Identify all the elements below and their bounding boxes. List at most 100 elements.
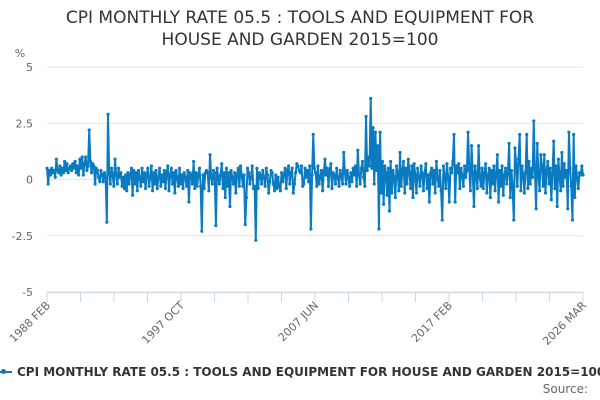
data-point[interactable] [393,195,397,200]
data-point[interactable] [227,171,231,175]
data-point[interactable] [529,166,533,170]
data-point[interactable] [181,186,185,191]
data-point[interactable] [89,171,94,175]
data-point[interactable] [126,171,130,175]
data-point[interactable] [213,171,217,175]
data-point[interactable] [335,166,339,170]
data-point[interactable] [352,173,356,177]
data-point[interactable] [195,184,199,188]
data-point[interactable] [270,171,274,175]
data-point[interactable] [166,164,170,168]
data-point[interactable] [360,159,365,164]
data-point[interactable] [575,175,579,179]
data-point[interactable] [346,175,351,179]
data-point[interactable] [215,166,219,170]
data-point[interactable] [116,166,121,170]
data-point[interactable] [288,182,292,186]
data-point[interactable] [550,171,555,175]
data-point[interactable] [533,168,537,173]
data-point[interactable] [528,182,532,186]
data-point[interactable] [347,184,352,188]
data-point[interactable] [414,191,419,195]
data-point[interactable] [279,171,284,175]
data-point[interactable] [455,171,460,175]
data-point[interactable] [312,166,317,170]
data-point[interactable] [452,132,456,137]
data-point[interactable] [290,166,294,170]
data-point[interactable] [328,168,332,173]
data-point[interactable] [383,164,387,168]
data-point[interactable] [247,171,251,175]
data-point[interactable] [329,162,333,166]
data-point[interactable] [256,186,260,191]
data-point[interactable] [562,162,566,166]
data-point[interactable] [407,171,412,175]
data-point[interactable] [333,182,338,186]
data-point[interactable] [500,164,504,168]
data-point[interactable] [499,184,503,188]
data-point[interactable] [170,182,175,186]
data-point[interactable] [412,162,416,166]
data-point[interactable] [378,130,382,134]
data-point[interactable] [392,175,396,179]
data-point[interactable] [542,153,546,157]
data-point[interactable] [472,204,476,209]
data-point[interactable] [46,182,50,186]
data-point[interactable] [453,200,457,204]
data-point[interactable] [382,202,386,206]
data-point[interactable] [418,184,422,188]
data-point[interactable] [473,164,477,168]
data-point[interactable] [276,175,280,179]
data-point[interactable] [480,166,484,170]
data-point[interactable] [81,173,85,177]
data-point[interactable] [261,168,265,173]
data-point[interactable] [344,182,348,186]
data-point[interactable] [184,184,189,188]
data-point[interactable] [507,141,511,146]
data-point[interactable] [545,168,549,173]
data-point[interactable] [534,207,538,211]
data-point[interactable] [548,166,552,170]
data-point[interactable] [236,166,240,170]
data-point[interactable] [369,96,373,101]
data-point[interactable] [48,173,53,177]
data-point[interactable] [503,166,508,170]
data-point[interactable] [345,168,349,173]
data-point[interactable] [420,173,424,177]
data-point[interactable] [404,166,408,170]
data-point[interactable] [234,191,238,195]
data-point[interactable] [168,173,172,177]
data-point[interactable] [356,148,360,152]
data-point[interactable] [430,166,434,170]
data-point[interactable] [138,175,142,179]
data-point[interactable] [457,162,461,166]
data-point[interactable] [448,166,453,170]
data-point[interactable] [169,166,173,170]
data-point[interactable] [226,184,230,188]
data-point[interactable] [82,162,87,166]
data-point[interactable] [243,222,247,227]
legend-item[interactable]: CPI MONTHLY RATE 05.5 : TOOLS AND EQUIPM… [0,365,600,379]
data-point[interactable] [343,171,347,175]
data-point[interactable] [508,195,512,200]
data-point[interactable] [218,173,223,177]
data-point[interactable] [462,164,467,168]
data-point[interactable] [506,171,510,175]
data-point[interactable] [95,168,100,173]
data-point[interactable] [79,166,83,170]
data-point[interactable] [189,173,193,177]
data-point[interactable] [477,144,481,148]
data-point[interactable] [147,184,151,188]
data-point[interactable] [193,186,197,191]
data-point[interactable] [132,168,136,173]
data-point[interactable] [387,209,392,213]
data-point[interactable] [413,173,417,177]
data-point[interactable] [386,166,390,170]
data-point[interactable] [291,191,295,195]
data-point[interactable] [294,171,298,175]
data-point[interactable] [396,171,400,175]
data-point[interactable] [371,126,375,130]
data-point[interactable] [136,168,141,173]
data-point[interactable] [526,186,530,191]
data-point[interactable] [553,186,557,191]
